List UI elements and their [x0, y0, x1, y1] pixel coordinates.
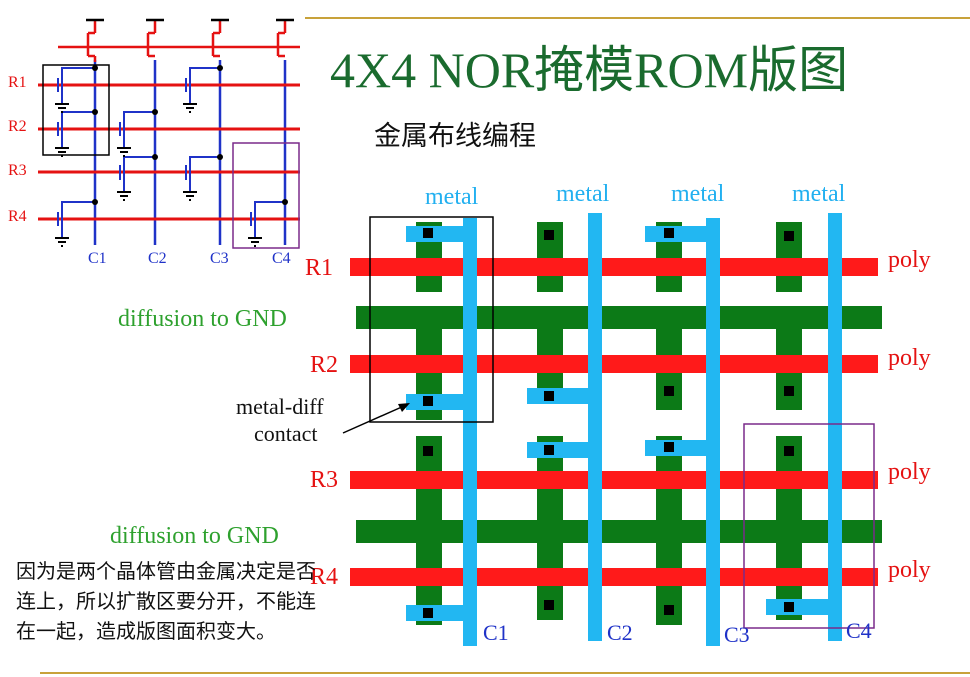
poly-label-2: poly: [888, 345, 931, 371]
diffusion-label-1: diffusion to GND: [118, 306, 287, 332]
schematic-row-label-r1: R1: [8, 74, 27, 91]
diffusion-gnd-2: [356, 520, 882, 543]
diffusion-label-2: diffusion to GND: [110, 523, 279, 549]
poly-label-4: poly: [888, 557, 931, 583]
explanation-note: 因为是两个晶体管由金属决定是否连上，所以扩散区要分开，不能连在一起，造成版图面积…: [16, 559, 316, 643]
schematic-row-label-r4: R4: [8, 208, 27, 225]
schematic-col-label-c3: C3: [210, 250, 229, 267]
schematic-box-c1: [42, 64, 110, 156]
schematic-row-label-r2: R2: [8, 118, 27, 135]
poly-label-1: poly: [888, 247, 931, 273]
poly-label-3: poly: [888, 459, 931, 485]
metal-label-2: metal: [556, 181, 610, 207]
poly-rows: [350, 258, 878, 586]
diffusion-gnd-1: [356, 306, 882, 329]
col-label-c4: C4: [846, 618, 872, 643]
metal-label-4: metal: [792, 181, 846, 207]
schematic-wordlines: [38, 83, 300, 221]
page-subtitle: 金属布线编程: [374, 121, 536, 152]
row-label-r4: R4: [310, 564, 339, 590]
metal-c4: [828, 213, 842, 641]
schematic-pullups: [58, 18, 300, 62]
poly-r2: [350, 355, 878, 373]
col-label-c1: C1: [483, 620, 509, 645]
row-label-r3: R3: [310, 467, 339, 493]
poly-r1: [350, 258, 878, 276]
schematic-grounds: [55, 103, 262, 247]
metal-label-3: metal: [671, 181, 725, 207]
metal-c3: [706, 218, 720, 646]
schematic-bitlines: [93, 60, 287, 245]
schematic-col-label-c1: C1: [88, 250, 107, 267]
contact-arrow-line: [342, 405, 405, 434]
metal-label-1: metal: [425, 184, 479, 210]
layout-box-c4: [743, 423, 875, 629]
schematic-junctions: [92, 65, 288, 205]
poly-r4: [350, 568, 878, 586]
contact-label-line2: contact: [254, 421, 318, 446]
schematic-col-label-c2: C2: [148, 250, 167, 267]
metal-c1: [463, 218, 477, 646]
metal-c2: [588, 213, 602, 641]
row-label-r1: R1: [305, 255, 334, 281]
bottom-rule: [40, 672, 970, 674]
contact-arrow-head: [398, 403, 410, 412]
schematic-row-label-r3: R3: [8, 162, 27, 179]
contacts: [423, 228, 794, 618]
page-title: 4X4 NOR掩模ROM版图: [330, 42, 849, 98]
top-rule: [305, 17, 970, 19]
layout-box-c1: [369, 216, 494, 423]
contact-label-line1: metal-diff: [236, 394, 324, 419]
poly-r3: [350, 471, 878, 489]
row-label-r2: R2: [310, 352, 339, 378]
col-label-c3: C3: [724, 622, 750, 647]
col-label-c2: C2: [607, 620, 633, 645]
schematic-col-label-c4: C4: [272, 250, 291, 267]
metal-columns: [406, 213, 842, 646]
schematic-box-c4: [232, 142, 300, 249]
